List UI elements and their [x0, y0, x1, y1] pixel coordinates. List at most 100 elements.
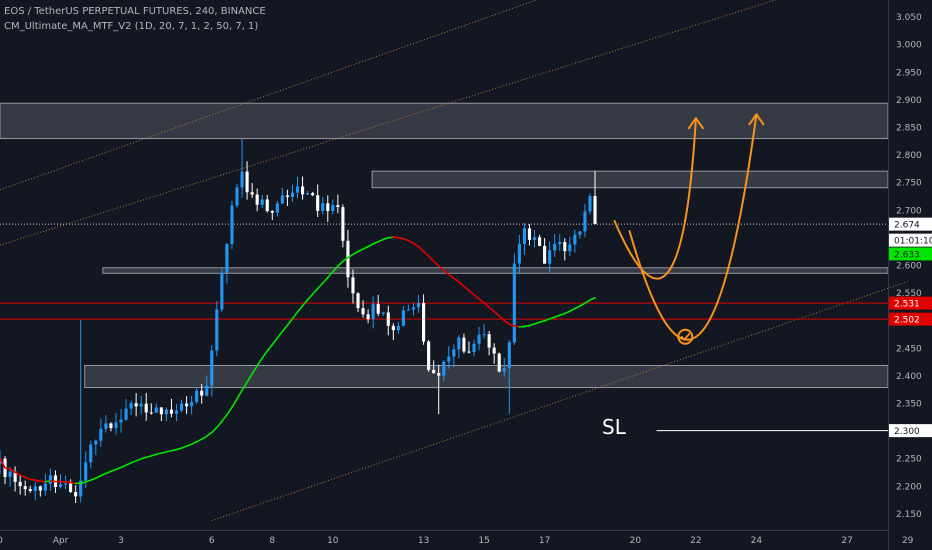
y-tick-label-6: 2.750 — [896, 179, 922, 189]
ma-segment-19 — [89, 477, 97, 481]
candle-body-25 — [124, 408, 128, 420]
x-tick-label-11: 24 — [751, 536, 763, 546]
candle-body-92 — [462, 337, 466, 352]
y-tick-label-14: 2.350 — [896, 400, 922, 410]
candle-body-16 — [79, 480, 83, 497]
y-tick-label-18: 2.150 — [896, 510, 922, 520]
ma-segment-35 — [170, 448, 178, 452]
ma-segment-60 — [296, 305, 304, 313]
candle-body-28 — [139, 403, 143, 407]
zone-2 — [102, 267, 889, 274]
ma-segment-23 — [110, 468, 117, 473]
candle-body-59 — [295, 186, 300, 193]
ma-segment-26 — [125, 462, 132, 466]
ma-segment-84 — [417, 245, 425, 253]
ma-segment-41 — [200, 435, 208, 440]
ma-segment-97 — [483, 302, 490, 308]
ma-segment-106 — [528, 323, 536, 327]
candle-body-43 — [215, 309, 219, 351]
ma-segment-116 — [579, 302, 586, 307]
candle-body-54 — [270, 211, 274, 213]
candle-body-74 — [371, 304, 375, 320]
candle-body-93 — [467, 351, 471, 353]
ma-segment-74 — [367, 243, 374, 248]
candle-body-51 — [255, 194, 259, 205]
ma-segment-39 — [190, 440, 198, 446]
ma-segment-47 — [231, 398, 238, 409]
candle-body-110 — [553, 243, 557, 251]
candle-body-17 — [84, 462, 88, 481]
moving-average-layer — [0, 236, 596, 485]
check-mark-icon — [680, 332, 691, 341]
candle-body-118 — [593, 196, 597, 225]
candle-body-64 — [321, 203, 325, 211]
zone-3 — [84, 364, 889, 389]
ma-segment-49 — [241, 381, 248, 392]
ma-segment-114 — [569, 307, 576, 313]
indicator-legend: CM_Ultimate_MA_MTF_V2 (1D, 20, 7, 1, 2, … — [4, 21, 259, 32]
candle-body-104 — [522, 228, 526, 245]
horizontal-lines-layer — [0, 223, 888, 432]
candle-body-47 — [235, 187, 239, 206]
candles-layer — [0, 138, 597, 503]
ma-segment-46 — [226, 406, 233, 416]
sl-annotation: SL — [602, 415, 627, 439]
x-tick-label-12: 27 — [841, 536, 852, 546]
candle-body-58 — [290, 192, 295, 198]
candle-body-18 — [89, 444, 93, 463]
candle-body-101 — [507, 342, 511, 369]
ma-segment-7 — [29, 478, 37, 481]
ma-segment-110 — [548, 316, 556, 320]
candle-body-30 — [149, 412, 153, 414]
x-tick-label-1: Apr — [53, 536, 69, 546]
zones-layer — [0, 102, 889, 389]
candle-body-114 — [573, 234, 577, 245]
candle-body-62 — [311, 193, 315, 196]
ma-segment-62 — [306, 293, 314, 301]
ma-segment-75 — [372, 240, 379, 245]
candle-body-91 — [457, 337, 461, 350]
time-axis[interactable]: 0 Apr 3 6 8 10 13 15 17 20 22 24 27 29 — [0, 536, 914, 546]
candle-body-42 — [210, 350, 214, 386]
ma-segment-81 — [402, 237, 410, 242]
candle-body-44 — [220, 272, 224, 310]
ma-segment-115 — [574, 305, 581, 310]
candle-body-40 — [200, 390, 204, 396]
ma-segment-48 — [236, 389, 243, 400]
ma-segment-63 — [311, 287, 319, 295]
candle-body-50 — [250, 192, 254, 195]
ma-segment-38 — [185, 443, 193, 447]
candle-body-79 — [396, 325, 400, 331]
current-price-label: 2.674 — [894, 221, 920, 231]
current-price-label-bg — [889, 217, 932, 231]
ma-segment-6 — [24, 476, 32, 481]
ma-segment-4 — [14, 471, 21, 476]
candle-body-34 — [169, 409, 174, 414]
ma-segment-94 — [468, 289, 475, 296]
candle-body-103 — [517, 244, 521, 264]
ma-segment-105 — [523, 324, 531, 328]
ma-value-label-bg — [889, 247, 932, 261]
ma-segment-99 — [493, 310, 501, 317]
ma-segment-102 — [508, 323, 516, 327]
ma-segment-45 — [221, 413, 228, 423]
ma-segment-5 — [19, 474, 27, 479]
x-tick-label-8: 17 — [539, 536, 550, 546]
ma-segment-44 — [216, 420, 223, 429]
ma-segment-2 — [4, 466, 11, 470]
candle-body-90 — [452, 349, 456, 357]
ma-segment-82 — [407, 239, 415, 245]
y-tick-label-10: 2.550 — [896, 289, 922, 299]
ma-segment-30 — [145, 455, 153, 459]
candle-body-38 — [190, 402, 194, 407]
y-tick-label-0: 3.050 — [896, 13, 922, 23]
countdown-label-bg — [889, 233, 932, 247]
candle-body-23 — [114, 422, 118, 429]
ma-segment-87 — [432, 260, 440, 267]
ma-segment-72 — [357, 248, 364, 253]
candle-body-105 — [527, 228, 532, 240]
y-tick-label-4: 2.850 — [896, 123, 922, 133]
candle-body-19 — [94, 440, 98, 445]
x-tick-label-13: 29 — [902, 536, 914, 546]
